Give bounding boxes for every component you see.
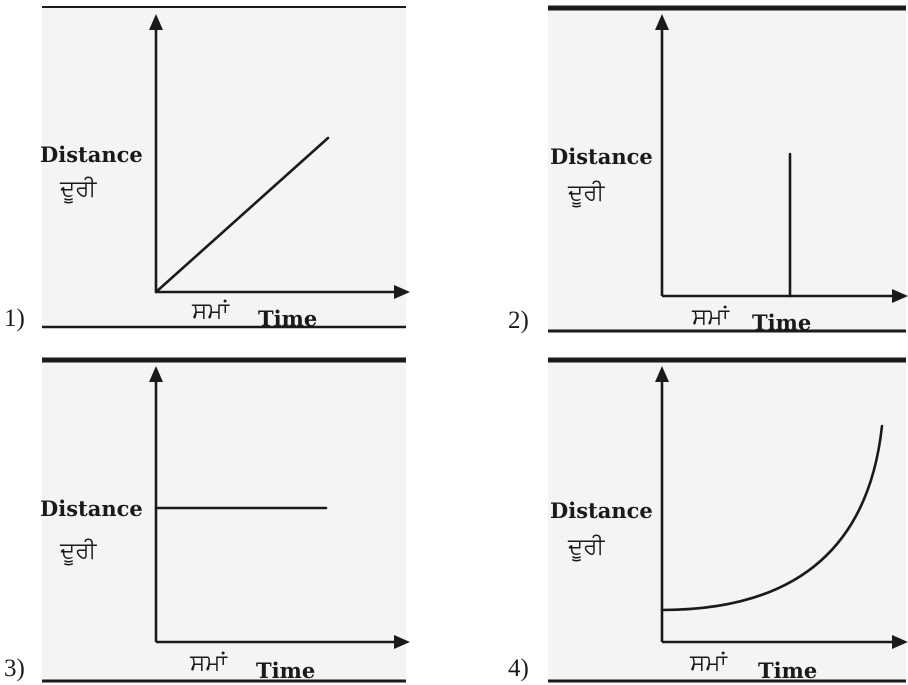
option-2-x-label-en: Time — [752, 310, 811, 335]
option-4-x-label-en: Time — [758, 658, 817, 683]
option-1-graph-line — [154, 136, 330, 294]
option-4-number: 4) — [508, 655, 529, 682]
option-3-y-label-en: Distance — [40, 496, 143, 521]
option-4-panel — [548, 358, 906, 682]
option-1-number: 1) — [4, 305, 25, 332]
option-3-number: 3) — [4, 655, 25, 682]
option-4-x-axis-arrow — [892, 635, 908, 649]
option-2: Distance ਦੂਰੀ ਸਮਾਂ Time 2) — [508, 5, 908, 335]
option-3: Distance ਦੂਰੀ ਸਮਾਂ Time 3) — [4, 357, 410, 683]
option-2-y-label-pa: ਦੂਰੀ — [567, 180, 605, 208]
option-4-x-label-pa: ਸਮਾਂ — [689, 650, 728, 676]
option-4-y-axis-arrow — [655, 366, 669, 382]
option-1-x-label-pa: ਸਮਾਂ — [191, 298, 230, 324]
option-1-x-label-en: Time — [258, 306, 317, 331]
option-3-x-axis-arrow — [394, 635, 410, 649]
option-2-number: 2) — [508, 307, 529, 334]
option-2-y-axis-arrow — [655, 14, 669, 30]
option-4-y-label-pa: ਦੂਰੀ — [567, 534, 605, 562]
option-1-y-axis-arrow — [149, 14, 163, 30]
option-3-x-label-pa: ਸਮਾਂ — [189, 650, 228, 676]
option-2-y-label-en: Distance — [550, 144, 653, 169]
option-1-y-label-en: Distance — [40, 142, 143, 167]
option-1: Distance ਦੂਰੀ ਸਮਾਂ Time 1) — [4, 6, 410, 332]
option-1-x-axis-arrow — [394, 285, 410, 299]
option-3-panel — [42, 358, 406, 682]
option-3-y-label-pa: ਦੂਰੀ — [59, 538, 97, 566]
option-2-panel — [548, 6, 906, 331]
option-1-y-label-pa: ਦੂਰੀ — [59, 176, 97, 204]
option-2-x-axis-arrow — [892, 289, 908, 303]
option-4-y-label-en: Distance — [550, 498, 653, 523]
option-3-x-label-en: Time — [256, 658, 315, 683]
option-4-graph-curve — [660, 424, 884, 612]
option-3-y-axis-arrow — [149, 366, 163, 382]
option-1-panel — [42, 6, 406, 328]
option-2-x-label-pa: ਸਮਾਂ — [691, 304, 730, 330]
option-4: Distance ਦੂਰੀ ਸਮਾਂ Time 4) — [508, 357, 908, 683]
